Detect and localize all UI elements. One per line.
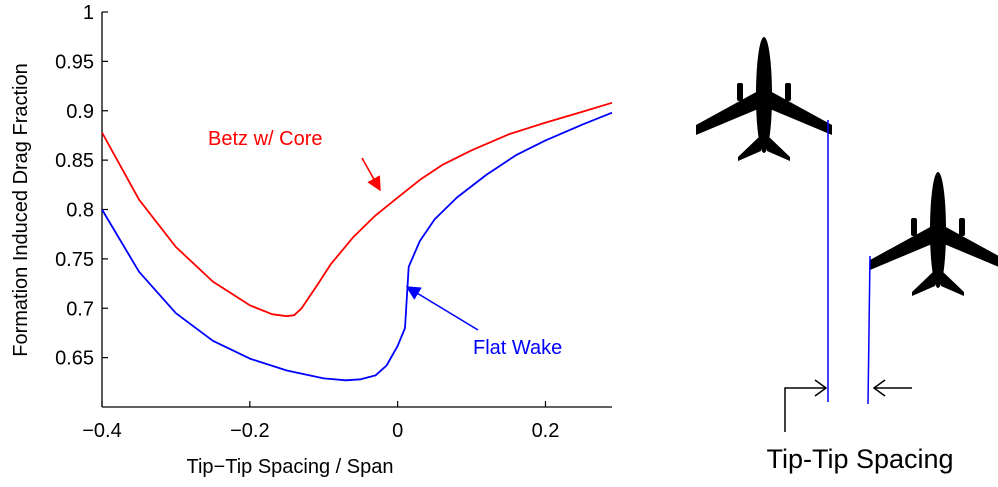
- aircraft-icon: [870, 172, 998, 296]
- x-tick-label: 0.2: [532, 420, 560, 442]
- aircraft-diagram: Tip-Tip Spacing: [696, 37, 998, 474]
- y-axis-label: Formation Induced Drag Fraction: [10, 63, 32, 356]
- x-tick-label: −0.4: [82, 420, 121, 442]
- tip-tip-spacing-label: Tip-Tip Spacing: [766, 444, 953, 474]
- y-tick-label: 0.95: [55, 51, 94, 73]
- x-tick-label: −0.2: [230, 420, 269, 442]
- x-tick-label: 0: [392, 420, 403, 442]
- spacing-arrowhead-left: [814, 379, 828, 397]
- series-line-flat-wake: [101, 111, 613, 382]
- annotation-betz-label: Betz w/ Core: [208, 128, 322, 150]
- y-tick-label: 0.75: [55, 249, 94, 271]
- y-tick-label: 0.65: [55, 348, 94, 370]
- x-axis-label: Tip−Tip Spacing / Span: [187, 456, 394, 478]
- series-group: [101, 101, 613, 382]
- y-tick-label: 0.85: [55, 150, 94, 172]
- annotation-betz-arrow: [361, 157, 381, 192]
- series-line-betz-w-core: [101, 101, 613, 318]
- spacing-bracket: [784, 387, 826, 432]
- ticks: −0.4 −0.2 0 0.2 0.65 0.7 0.75 0.8 0.85 0.9 0.95 1: [55, 2, 559, 442]
- y-tick-label: 0.7: [66, 298, 94, 320]
- plot-area: −0.4 −0.2 0 0.2 0.65 0.7 0.75 0.8 0.85 0.9 0.95 1: [55, 2, 613, 442]
- trail-wingtip-line: [867, 255, 871, 405]
- annotation-flat-wake-arrow: [405, 286, 479, 331]
- y-tick-label: 0.8: [66, 200, 94, 222]
- y-tick-label: 0.9: [66, 101, 94, 123]
- y-tick-label: 1: [83, 2, 94, 24]
- annotation-flat-wake-label: Flat Wake: [473, 337, 562, 359]
- aircraft-icon: [696, 37, 832, 161]
- spacing-arrowhead-right: [872, 379, 886, 397]
